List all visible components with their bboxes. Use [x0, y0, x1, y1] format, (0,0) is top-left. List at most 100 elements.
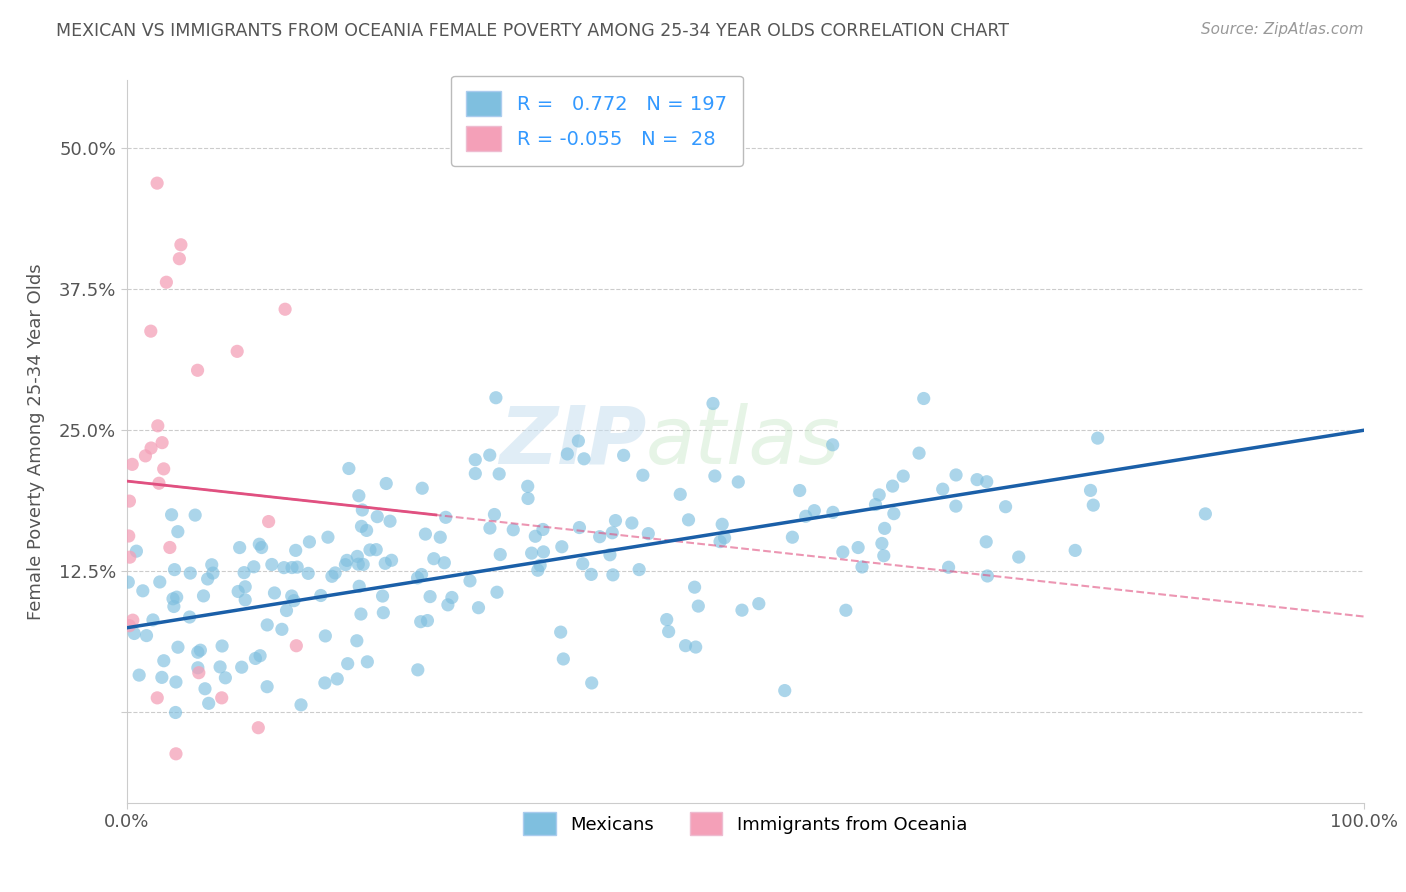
Point	[146, 176, 169, 190]
Point	[245, 651, 267, 665]
Point	[336, 553, 359, 567]
Point	[1080, 483, 1102, 498]
Point	[516, 479, 538, 493]
Point	[285, 560, 308, 574]
Point	[731, 603, 754, 617]
Point	[118, 618, 141, 632]
Point	[976, 475, 998, 489]
Point	[233, 593, 256, 607]
Point	[257, 515, 280, 529]
Point	[938, 560, 960, 574]
Point	[233, 580, 256, 594]
Point	[553, 652, 575, 666]
Point	[226, 344, 249, 359]
Point	[883, 507, 905, 521]
Point	[211, 690, 233, 705]
Point	[179, 610, 201, 624]
Point	[150, 435, 173, 450]
Point	[297, 566, 319, 581]
Point	[117, 575, 139, 590]
Point	[273, 560, 295, 574]
Point	[194, 681, 217, 696]
Point	[260, 558, 283, 572]
Point	[589, 530, 612, 544]
Point	[356, 655, 378, 669]
Point	[323, 566, 346, 580]
Point	[371, 589, 394, 603]
Point	[458, 574, 481, 588]
Point	[366, 509, 388, 524]
Point	[187, 661, 209, 675]
Point	[683, 580, 706, 594]
Point	[247, 537, 270, 551]
Point	[658, 624, 681, 639]
Point	[166, 524, 188, 539]
Point	[128, 668, 150, 682]
Point	[350, 519, 373, 533]
Point	[159, 541, 181, 555]
Point	[163, 563, 186, 577]
Point	[121, 613, 143, 627]
Point	[314, 676, 336, 690]
Text: ZIP: ZIP	[499, 402, 647, 481]
Point	[675, 639, 697, 653]
Point	[243, 559, 266, 574]
Point	[533, 545, 555, 559]
Point	[976, 569, 998, 583]
Point	[703, 469, 725, 483]
Point	[846, 541, 869, 555]
Point	[380, 553, 402, 567]
Point	[1083, 498, 1105, 512]
Point	[865, 498, 887, 512]
Point	[773, 683, 796, 698]
Point	[373, 606, 395, 620]
Point	[628, 563, 651, 577]
Point	[433, 556, 456, 570]
Point	[851, 560, 873, 574]
Point	[517, 491, 540, 506]
Point	[165, 706, 187, 720]
Point	[125, 544, 148, 558]
Point	[211, 639, 233, 653]
Point	[352, 503, 374, 517]
Point	[316, 530, 339, 544]
Point	[336, 657, 359, 671]
Point	[416, 614, 439, 628]
Point	[233, 566, 256, 580]
Point	[581, 567, 603, 582]
Point	[434, 510, 457, 524]
Point	[550, 625, 572, 640]
Point	[467, 600, 489, 615]
Point	[437, 598, 460, 612]
Point	[226, 584, 249, 599]
Point	[678, 513, 700, 527]
Point	[167, 640, 190, 655]
Point	[366, 542, 388, 557]
Point	[912, 392, 935, 406]
Point	[557, 447, 579, 461]
Point	[1064, 543, 1087, 558]
Point	[184, 508, 207, 522]
Point	[1194, 507, 1216, 521]
Point	[411, 481, 433, 495]
Point	[142, 613, 165, 627]
Point	[256, 680, 278, 694]
Point	[346, 633, 368, 648]
Point	[568, 520, 591, 534]
Point	[484, 508, 506, 522]
Point	[974, 534, 997, 549]
Point	[485, 585, 508, 599]
Point	[146, 418, 169, 433]
Point	[326, 672, 349, 686]
Point	[347, 579, 370, 593]
Point	[423, 551, 446, 566]
Point	[789, 483, 811, 498]
Point	[121, 458, 143, 472]
Point	[347, 489, 370, 503]
Point	[835, 603, 858, 617]
Point	[169, 252, 191, 266]
Point	[870, 536, 893, 550]
Point	[193, 589, 215, 603]
Point	[891, 469, 914, 483]
Point	[374, 557, 396, 571]
